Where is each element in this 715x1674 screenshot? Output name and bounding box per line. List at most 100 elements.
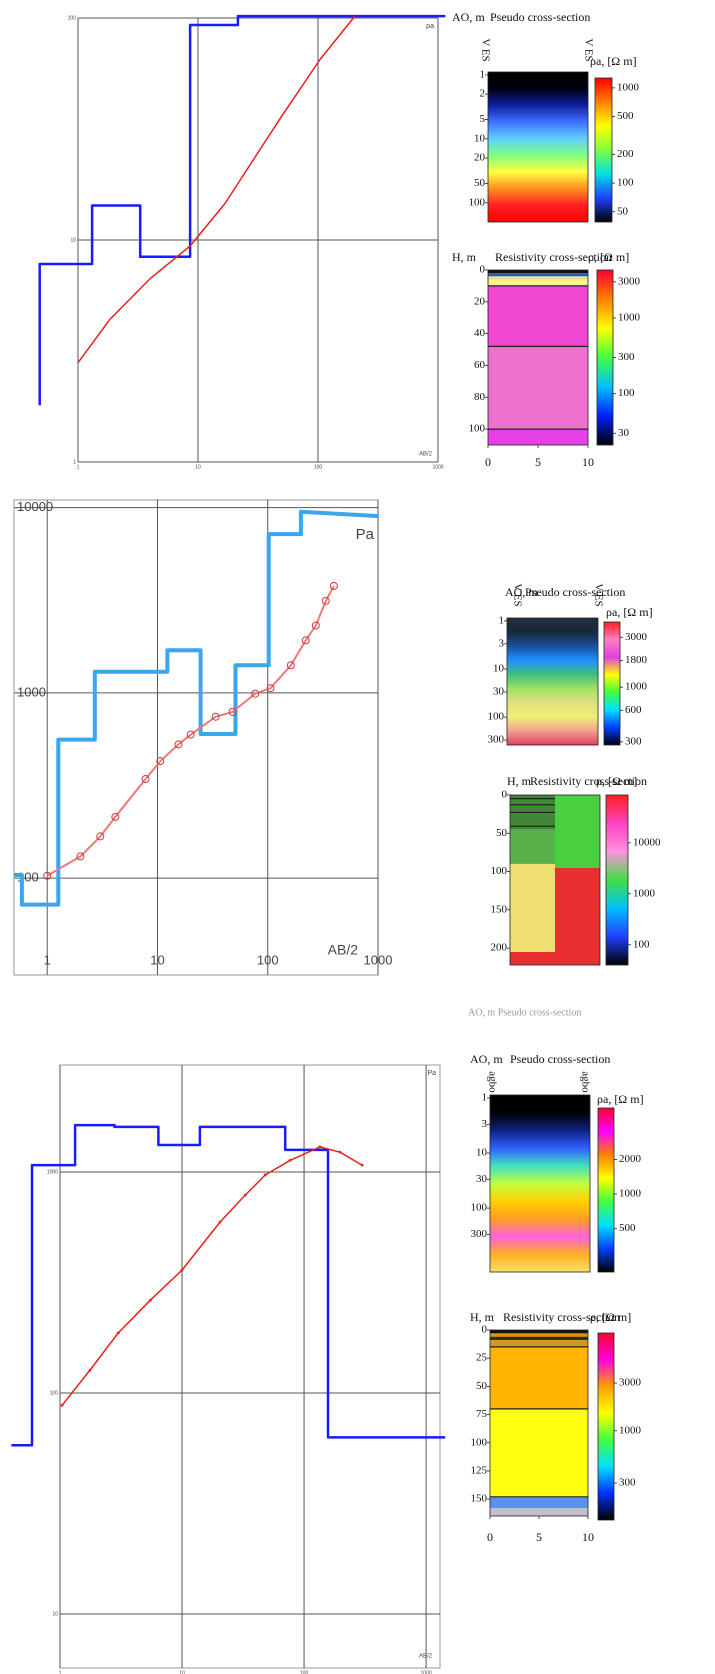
x-axis-label: AB/2 — [419, 1654, 433, 1660]
depth-tick-label: 1 — [480, 68, 486, 80]
colorbar-tick-label: 1000 — [625, 681, 648, 693]
depth-tick-label: 3 — [482, 1118, 488, 1130]
layer — [488, 276, 588, 280]
colorbar-tick-label: 500 — [617, 110, 634, 122]
axis-label: H, m — [507, 774, 532, 788]
layer — [510, 863, 555, 952]
depth-tick-label: 1 — [482, 1092, 488, 1104]
x-tick-label: 0 — [485, 455, 491, 469]
colorbar-tick-label: 3000 — [619, 1377, 642, 1389]
layer — [555, 795, 600, 868]
depth-tick-label: 30 — [493, 685, 505, 697]
colorbar — [596, 269, 614, 446]
x-tick-label: 10 — [179, 1670, 185, 1674]
colorbar-tick-label: 1000 — [633, 887, 656, 899]
x-tick-label: 100 — [300, 1670, 309, 1674]
data-point — [180, 1268, 184, 1272]
depth-tick-label: 100 — [488, 711, 505, 723]
layer — [488, 429, 588, 445]
colorbar-tick-label: 600 — [625, 704, 642, 716]
data-point — [263, 1173, 267, 1177]
depth-tick-label: 20 — [474, 152, 486, 164]
side-label: V ES — [479, 38, 491, 61]
x-tick-label: 10 — [582, 1530, 594, 1544]
data-line — [11, 1123, 446, 1447]
depth-tick-label: 10 — [493, 663, 505, 675]
layer — [490, 1408, 588, 1497]
depth-tick-label: 0 — [482, 1324, 488, 1336]
depth-tick-label: 30 — [476, 1173, 488, 1185]
data-point — [360, 1163, 364, 1167]
depth-tick-label: 40 — [474, 327, 486, 339]
depth-tick-label: 150 — [471, 1493, 488, 1505]
x-tick-label: 1000 — [432, 464, 443, 470]
x-tick-label: 5 — [536, 1530, 542, 1544]
data-point — [174, 740, 183, 749]
data-line — [46, 585, 335, 877]
depth-tick-label: 0 — [502, 789, 508, 801]
data-point — [311, 621, 320, 630]
colorbar-label: ρa, [Ω m] — [606, 605, 653, 619]
colorbar-tick-label: 1000 — [619, 1424, 642, 1436]
x-tick-label: 0 — [487, 1530, 493, 1544]
colorbar-tick-label: 300 — [618, 351, 635, 363]
data-point — [76, 852, 85, 861]
colorbar-label: ρa, [Ω m] — [597, 1092, 644, 1106]
colorbar-tick-label: 1000 — [617, 81, 640, 93]
x-axis-label: AB/2 — [328, 942, 359, 958]
data-point — [156, 757, 165, 766]
depth-tick-label: 20 — [474, 295, 486, 307]
layer — [488, 270, 588, 274]
layer — [490, 1333, 588, 1337]
pseudo-section — [487, 71, 589, 223]
data-line — [38, 14, 446, 406]
data-point — [251, 689, 260, 698]
y-axis-label: Pa — [427, 1070, 436, 1077]
section-title: Pseudo cross-section — [510, 1052, 610, 1066]
depth-tick-label: 100 — [469, 196, 486, 208]
side-label: agbo — [579, 1071, 591, 1093]
data-point — [96, 832, 105, 841]
colorbar-tick-label: 300 — [619, 1477, 636, 1489]
data-point — [288, 1158, 292, 1162]
x-tick-label: 10 — [582, 455, 594, 469]
layer — [510, 804, 555, 806]
data-point — [286, 661, 295, 670]
colorbar-tick-label: 50 — [617, 205, 629, 217]
y-tick-label: 1 — [73, 459, 76, 465]
data-point — [321, 596, 330, 605]
side-label: agbo — [486, 1071, 498, 1093]
layer — [490, 1330, 588, 1334]
depth-tick-label: 100 — [491, 865, 508, 877]
x-tick-label: 1000 — [364, 952, 393, 967]
colorbar-tick-label: 2000 — [619, 1153, 642, 1165]
plot-area — [13, 499, 379, 976]
layer — [510, 811, 555, 813]
depth-tick-label: 5 — [480, 113, 486, 125]
axis-label: AO, m — [505, 585, 538, 599]
data-point — [211, 712, 220, 721]
depth-tick-label: 150 — [491, 903, 508, 915]
layer — [488, 273, 588, 277]
colorbar-tick-label: 3000 — [618, 275, 641, 287]
data-point — [266, 684, 275, 693]
data-point — [218, 1220, 222, 1224]
depth-tick-label: 100 — [471, 1202, 488, 1214]
colorbar-tick-label: 500 — [619, 1222, 636, 1234]
x-tick-label: 10 — [150, 952, 164, 967]
layer — [490, 1496, 588, 1509]
data-point — [148, 1298, 152, 1302]
data-point — [318, 1145, 322, 1149]
x-tick-label: 100 — [257, 952, 279, 967]
section-frame — [509, 794, 601, 966]
layer — [488, 285, 588, 347]
x-tick-label: 1 — [44, 952, 51, 967]
data-line — [61, 1146, 363, 1406]
y-tick-label: 10 — [52, 1611, 58, 1617]
depth-tick-label: 100 — [469, 423, 486, 435]
data-point — [141, 774, 150, 783]
data-point — [329, 581, 338, 590]
data-point — [243, 1193, 247, 1197]
colorbar — [605, 794, 629, 966]
